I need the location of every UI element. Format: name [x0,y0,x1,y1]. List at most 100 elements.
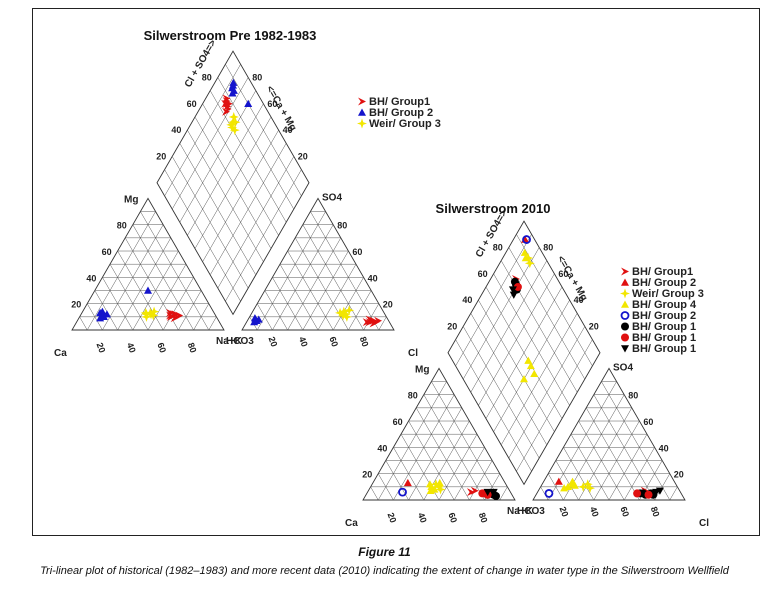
tick-label: 40 [86,273,96,283]
anion-triangle-grid [310,211,380,331]
legend-label: BH/ Group1 [369,96,430,108]
series-3 [430,252,595,495]
tick-label: 20 [386,511,399,524]
cation-triangle-grid [438,434,478,501]
legend-marker [620,288,630,299]
data-point [425,480,434,488]
tick-label: 80 [543,242,553,252]
cation-triangle-grid [94,290,118,331]
anion-triangle-grid [302,224,364,331]
diamond-outline [447,220,601,486]
tick-label: 20 [447,321,457,331]
cation-triangle-grid [393,447,425,501]
data-point [149,306,160,317]
legend-marker [358,97,366,106]
anion-triangle-grid [348,290,372,331]
diamond-grid [225,64,302,197]
tick-label: 20 [589,321,599,331]
data-point [230,117,241,128]
series-4 [425,248,579,494]
cation-triangle-grid [377,381,447,501]
data-point [166,308,175,317]
data-point [102,310,111,318]
legend-marker [621,322,629,331]
diamond-outline [156,50,310,316]
tick-label: 40 [574,295,584,305]
data-point [340,309,351,320]
tick-label: 20 [267,335,280,348]
anion-triangle-grid [578,407,633,501]
corner-label-cl: Cl [699,518,709,529]
tick-label: 80 [252,72,262,82]
anion-triangle-grid [608,434,648,501]
tick-label: 60 [102,247,112,257]
cation-triangle-grid [385,460,409,501]
data-point [509,291,518,299]
anion-triangle-grid [279,264,319,331]
diamond-grid [478,273,555,406]
anion-triangle-grid [563,447,595,501]
data-point [172,312,181,321]
corner-label-nak: Na+K [507,506,534,517]
tick-label: 80 [628,391,638,401]
tick-label: 40 [283,125,293,135]
figure-caption: Tri-linear plot of historical (1982–1983… [40,565,729,577]
anion-triangle-grid [256,303,273,331]
anion-triangle-grid [378,316,387,331]
diamond-grid [485,286,563,419]
tick-label: 20 [383,300,393,310]
data-point [582,479,593,490]
cation-triangle-grid [117,250,164,331]
series-3 [140,111,355,322]
data-point [338,306,349,317]
data-point [338,310,349,321]
diamond-grid [202,103,279,236]
tick-label: 20 [674,470,684,480]
tick-label: 80 [493,242,503,252]
figure-label: Figure 11 [358,545,411,559]
diamond-grid [171,77,249,210]
data-point [560,484,569,492]
chart-title: Silwerstroom 2010 [436,201,551,216]
cation-triangle-grid [377,473,394,501]
cation-triangle-grid [79,316,88,331]
corner-label-cl: Cl [408,348,418,359]
legend-marker [620,311,630,320]
data-point [362,318,371,327]
tick-label: 60 [478,269,488,279]
anion-triangle-grid [555,460,579,501]
tick-label: 40 [659,443,669,453]
data-point [140,307,151,318]
data-point [229,125,240,136]
diamond-grid [455,234,532,367]
cation-triangle-grid [408,420,455,501]
data-point [523,252,534,263]
cation-triangle-grid [86,211,156,331]
anion-triangle-grid [272,277,304,331]
corner-label-mg: Mg [124,194,138,205]
diamond-grid [508,247,586,380]
tick-label: 60 [393,417,403,427]
data-point [144,286,152,294]
cation-triangle-grid [431,381,501,501]
legend-marker [621,278,629,286]
legend-label: BH/ Group 1 [632,343,696,355]
series-8 [483,286,664,497]
piper-plots: 20 80 20 20 20 20 40 60 40 40 40 40 60 40 60 60 60 60 80 20… [54,28,709,529]
legend-marker [357,118,367,129]
data-point [229,78,238,86]
data-point [544,489,554,498]
data-point [141,311,152,322]
data-point [222,94,231,103]
tick-label: 40 [416,511,429,524]
tick-label: 60 [267,99,277,109]
cation-triangle-grid [208,316,217,331]
data-point [508,286,517,294]
tick-label: 40 [462,295,472,305]
diamond-grid [164,64,241,197]
legend-marker [621,267,629,276]
cation-triangle-grid [102,277,134,331]
tick-label: 60 [187,99,197,109]
data-point [341,311,352,322]
data-point [483,488,492,497]
